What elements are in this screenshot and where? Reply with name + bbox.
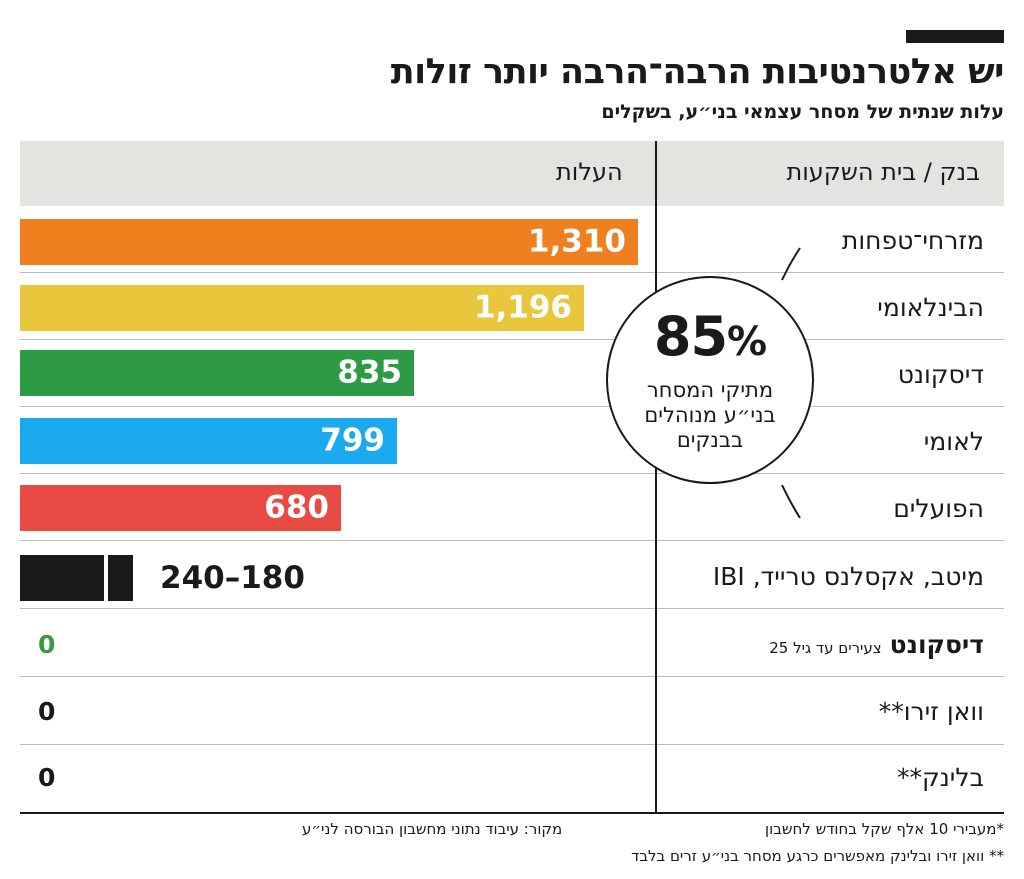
bar-hapoalim: 680	[20, 485, 341, 531]
leader-line-top	[781, 247, 801, 281]
row-separator	[20, 608, 1004, 609]
callout-line-1: מתיקי המסחר	[646, 378, 774, 402]
callout-percent-number: 85	[653, 305, 728, 368]
chart-title: יש אלטרנטיבות הרבה־הרבה יותר זולות	[390, 52, 1005, 92]
bar-beinleumi: 1,196	[20, 285, 584, 331]
zero-value-label: 0	[38, 763, 56, 792]
bank-label-discount: דיסקונט	[897, 360, 984, 389]
callout-line-2: בני״ע מנוהלים	[644, 403, 776, 428]
footnote-2: ** וואן זירו ובלינק מאפשרים כרגע מסחר בנ…	[631, 847, 1004, 865]
row-separator	[20, 406, 1004, 407]
leader-line-bottom	[781, 484, 801, 519]
header-accent-bar	[906, 30, 1004, 43]
table-header-band	[20, 141, 1004, 206]
bank-label-beinleumi: הבינלאומי	[877, 293, 984, 322]
row-separator	[20, 272, 1004, 273]
bar-leumi: 799	[20, 418, 397, 464]
bottom-rule	[20, 812, 1004, 814]
chart-subtitle: עלות שנתית של מסחר עצמאי בני״ע, בשקלים	[601, 101, 1004, 123]
range-value-label: 240–180	[160, 560, 305, 596]
bank-label-main: דיסקונט	[889, 630, 984, 659]
range-bar	[20, 555, 133, 601]
row-separator	[20, 473, 1004, 474]
bar-value-label: 1,310	[527, 223, 626, 260]
bar-value-label: 680	[264, 489, 329, 526]
row-separator	[20, 744, 1004, 745]
bank-label-range-group: מיטב, אקסלנס טרייד, IBI	[712, 562, 984, 591]
bar-mizrahi: 1,310	[20, 219, 638, 265]
bank-label-note: צעירים עד גיל 25	[769, 639, 882, 657]
row-separator	[20, 540, 1004, 541]
bar-value-label: 835	[337, 354, 402, 391]
callout-line-3: בבנקים	[676, 428, 744, 453]
callout-percentage: 85%	[608, 310, 812, 364]
bank-label-leumi: לאומי	[923, 427, 984, 456]
bank-column-header: בנק / בית השקעות	[786, 158, 980, 186]
bar-value-label: 799	[320, 422, 385, 459]
zero-value-label: 0	[38, 697, 56, 726]
callout-percent-sign: %	[727, 319, 767, 365]
callout-circle: 85% מתיקי המסחר בני״ע מנוהלים בבנקים	[606, 276, 814, 484]
footnote-1: *מעבירי 10 אלף שקל בחודש לחשבון	[765, 820, 1004, 838]
row-separator	[20, 339, 1004, 340]
bank-label-one-zero: וואן זירו**	[878, 697, 984, 726]
bank-label-discount-youth: דיסקונט צעירים עד גיל 25	[769, 630, 984, 660]
bank-label-hapoalim: הפועלים	[893, 494, 984, 523]
callout-text: מתיקי המסחר בני״ע מנוהלים בבנקים	[608, 378, 812, 454]
range-bar-gap	[104, 555, 108, 601]
bank-label-mizrahi: מזרחי־טפחות	[841, 226, 984, 255]
column-divider	[655, 141, 657, 814]
row-separator	[20, 676, 1004, 677]
cost-column-header: העלות	[556, 158, 623, 186]
zero-value-label: 0	[38, 630, 56, 659]
bar-discount: 835	[20, 350, 414, 396]
bank-label-blink: בלינק**	[897, 763, 984, 792]
bar-value-label: 1,196	[473, 289, 572, 326]
source-note: מקור: עיבוד נתוני מחשבון הבורסה לני״ע	[302, 820, 563, 838]
